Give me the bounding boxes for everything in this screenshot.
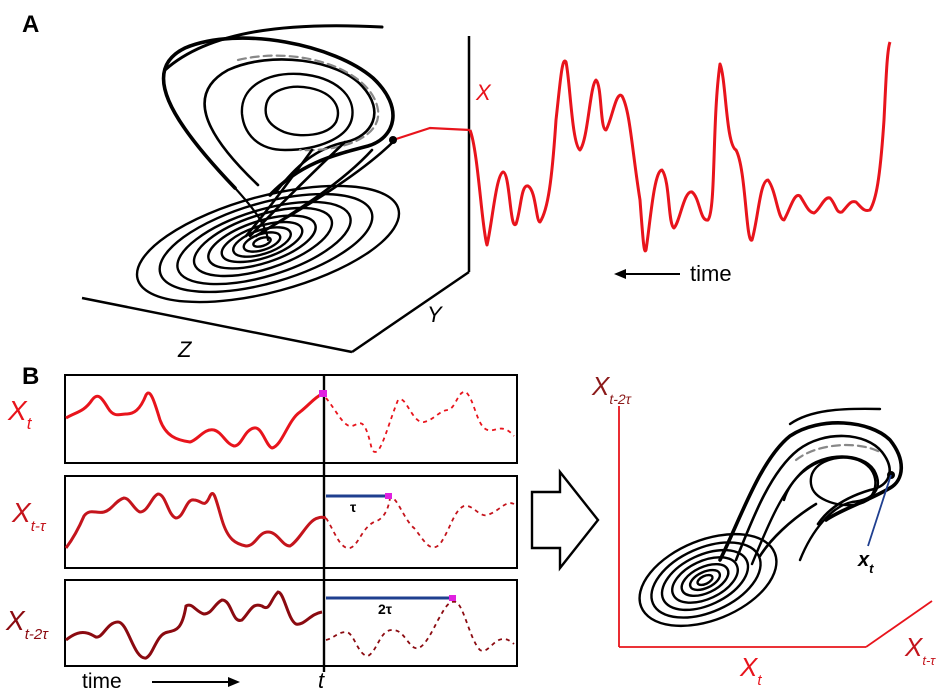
reconstruction-arrow bbox=[530, 468, 600, 572]
panel-a-label: A bbox=[22, 11, 39, 38]
signal-x-t-tau bbox=[64, 492, 327, 549]
box-x-t bbox=[64, 374, 518, 464]
time-arrow-b bbox=[152, 677, 240, 687]
t-label: t bbox=[318, 668, 325, 692]
row-label-x-t: Xt bbox=[7, 395, 33, 433]
two-tau-bar bbox=[326, 595, 456, 601]
reconstructed-attractor bbox=[638, 407, 904, 628]
current-state-point bbox=[389, 136, 397, 144]
time-arrow-a bbox=[614, 269, 680, 279]
axis-label-y: Y bbox=[427, 302, 443, 327]
time-label-a: time bbox=[690, 261, 732, 286]
panel-a-axes bbox=[81, 36, 471, 354]
tau-label: τ bbox=[350, 499, 357, 515]
recon-axis-depth-label: Xt-τ bbox=[904, 632, 936, 668]
time-label-b: time bbox=[82, 670, 122, 692]
recon-axis-horizontal-label: Xt bbox=[739, 652, 762, 689]
axis-label-z: Z bbox=[177, 337, 193, 362]
signal-x-t-2tau-future bbox=[325, 600, 515, 657]
signal-x-t-tau-future bbox=[325, 496, 515, 549]
signal-x-t bbox=[65, 391, 323, 450]
point-leader-line bbox=[867, 474, 892, 547]
highlight-x-t bbox=[319, 390, 327, 397]
signal-x-t-2tau bbox=[65, 590, 323, 660]
tau-bar bbox=[326, 493, 392, 499]
point-label-x-t: xt bbox=[857, 549, 874, 576]
signal-x-t-future bbox=[325, 391, 515, 453]
recon-axes bbox=[618, 406, 933, 648]
x-time-series bbox=[468, 41, 892, 253]
row-label-x-t-2tau: Xt-2τ bbox=[5, 605, 49, 643]
projection-link bbox=[392, 126, 471, 142]
axis-label-x: X bbox=[475, 80, 492, 105]
box-x-t-tau bbox=[64, 475, 518, 569]
delay-boxes bbox=[64, 374, 518, 667]
row-label-x-t-tau: Xt-τ bbox=[11, 497, 47, 535]
panel-b-label: B bbox=[22, 363, 39, 390]
lorenz-attractor-3d bbox=[135, 24, 401, 304]
recon-axis-vertical-label: Xt-2τ bbox=[591, 371, 632, 407]
two-tau-label: 2τ bbox=[378, 601, 393, 617]
box-x-t-2tau bbox=[64, 579, 518, 667]
